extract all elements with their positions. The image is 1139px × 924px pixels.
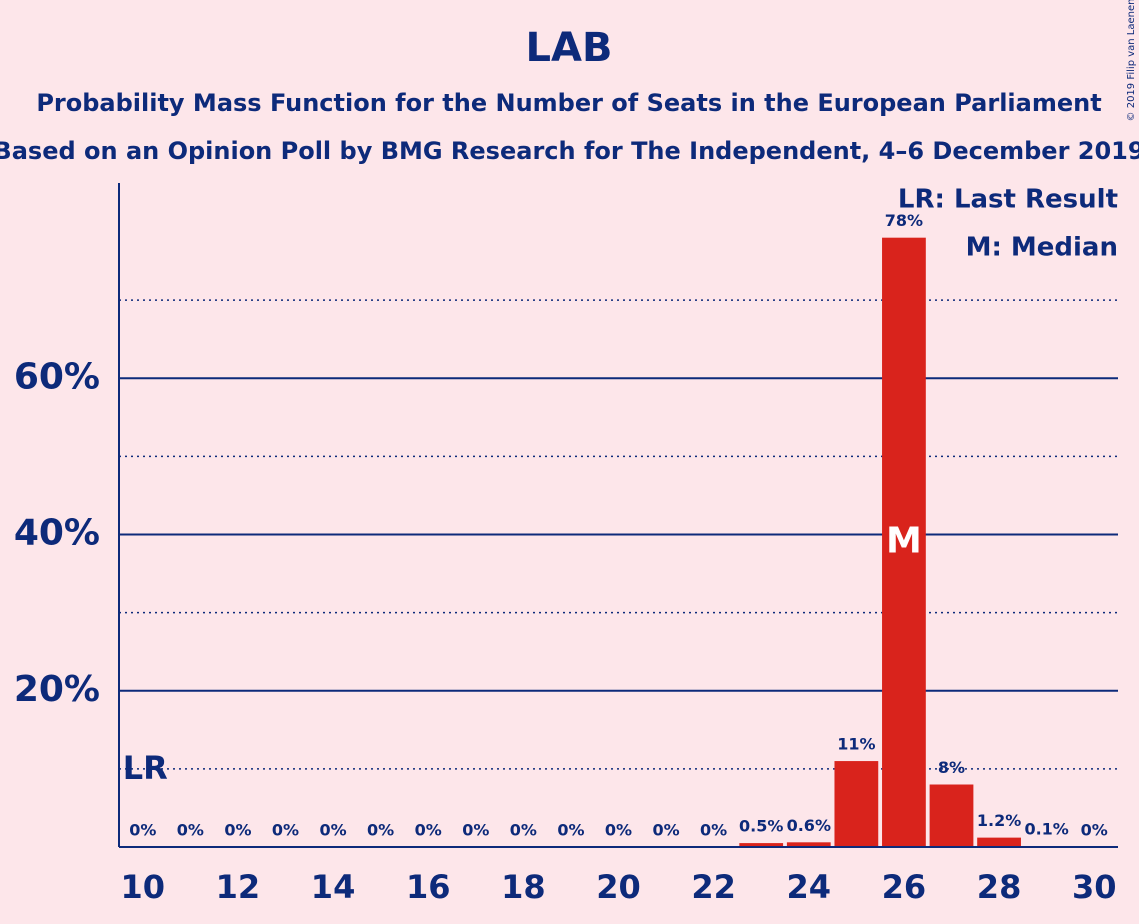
value-label: 0% [272,821,299,840]
median-marker: M [886,520,922,561]
bar [929,784,974,847]
value-label: 0.1% [1024,820,1068,839]
y-tick-label: 60% [14,356,100,397]
value-label: 0% [510,821,537,840]
value-label: 0% [1081,821,1108,840]
bar [834,761,879,847]
value-label: 0% [605,821,632,840]
copyright: © 2019 Filip van Laenen [1126,0,1137,121]
x-tick-label: 22 [691,868,736,906]
last-result-marker: LR [123,749,168,787]
bar [882,237,926,847]
y-tick-label: 40% [14,513,100,554]
x-tick-label: 16 [406,868,451,906]
value-label: 0% [319,821,346,840]
x-tick-label: 26 [882,868,927,906]
value-label: 1.2% [977,811,1021,830]
x-tick-label: 24 [787,868,832,906]
value-label: 0% [652,821,679,840]
value-label: 0% [462,821,489,840]
bar [739,843,784,847]
value-label: 11% [837,735,875,754]
chart-subtitle: Probability Mass Function for the Number… [36,89,1101,117]
x-tick-label: 28 [977,868,1022,906]
legend-entry: M: Median [966,233,1118,263]
y-tick-label: 20% [14,669,100,710]
bar [786,842,831,847]
legend-entry: LR: Last Result [898,185,1118,215]
value-label: 0% [129,821,156,840]
x-tick-label: 10 [121,868,166,906]
x-tick-label: 30 [1072,868,1117,906]
value-label: 0.6% [787,816,831,835]
x-tick-label: 20 [596,868,641,906]
value-label: 8% [938,758,965,777]
value-label: 0% [557,821,584,840]
x-tick-label: 18 [501,868,546,906]
chart-title: LAB [526,25,613,71]
bar [977,837,1021,847]
value-label: 0.5% [739,817,783,836]
value-label: 0% [367,821,394,840]
value-label: 0% [700,821,727,840]
value-label: 0% [177,821,204,840]
chart-subtitle: Based on an Opinion Poll by BMG Research… [0,137,1139,165]
value-label: 0% [415,821,442,840]
x-tick-label: 14 [311,868,356,906]
value-label: 78% [885,211,923,230]
x-tick-label: 12 [216,868,261,906]
value-label: 0% [224,821,251,840]
